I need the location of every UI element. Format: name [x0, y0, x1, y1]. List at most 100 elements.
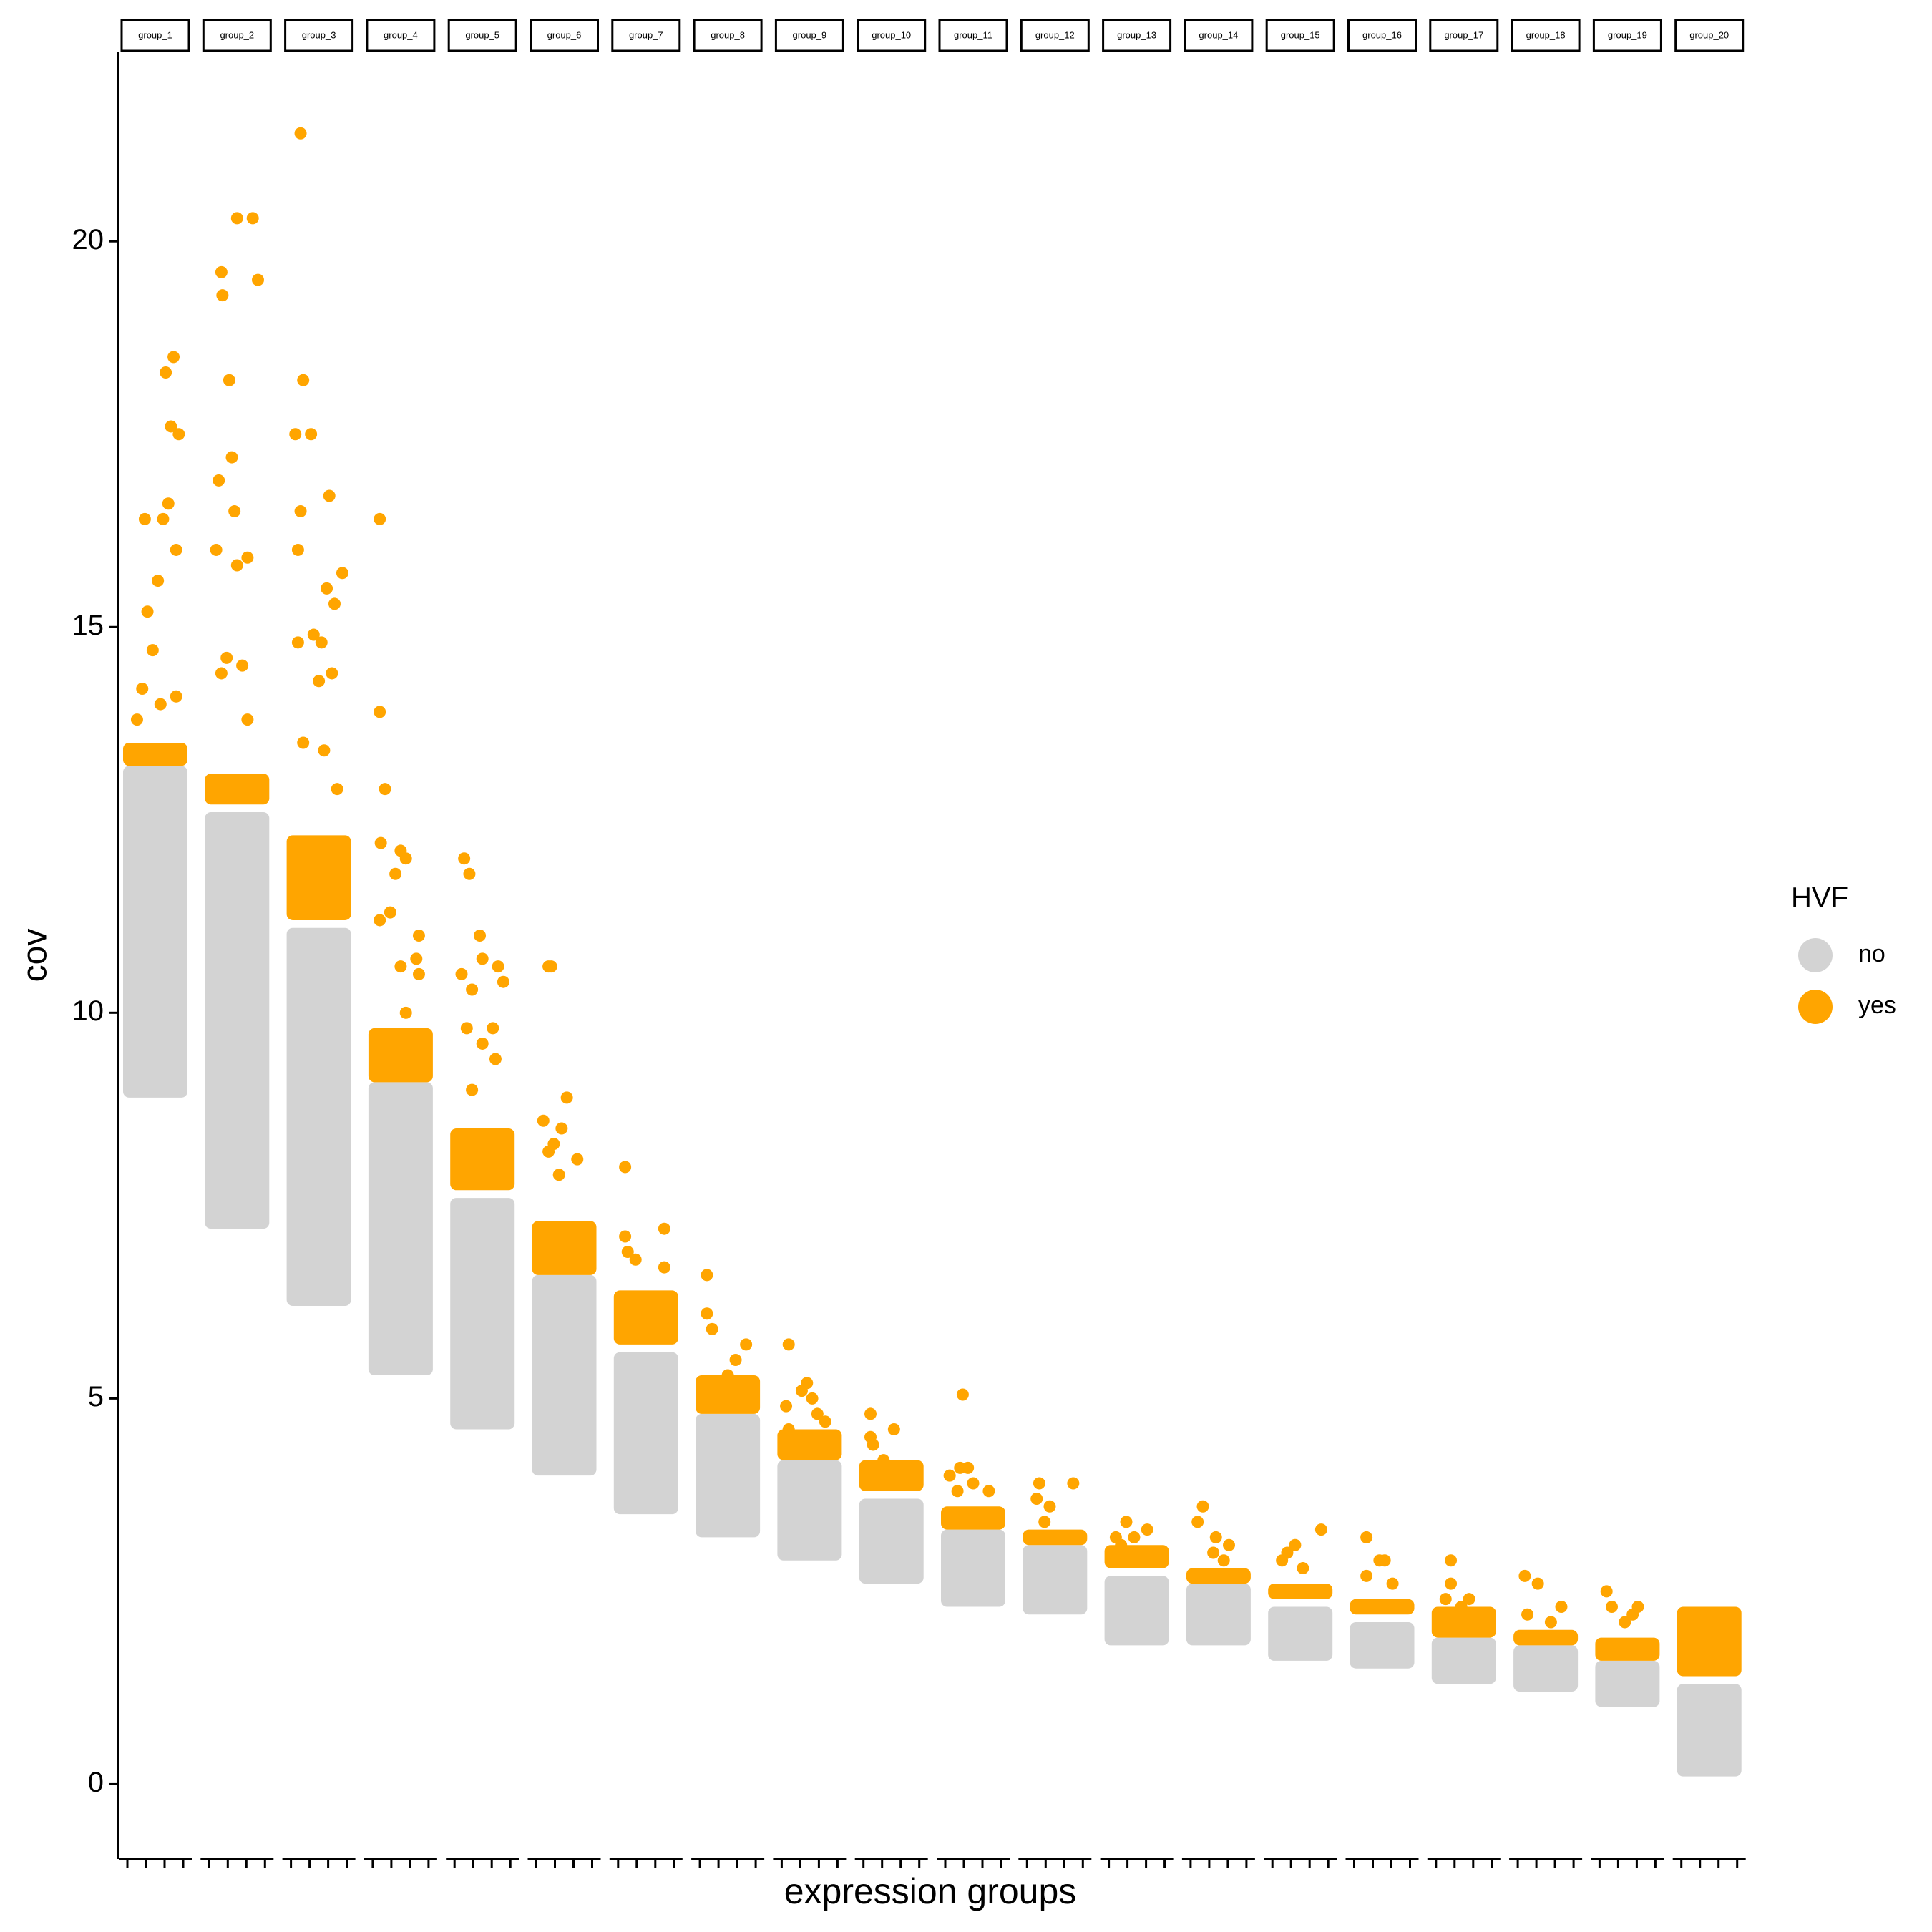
yes-point	[1679, 1608, 1692, 1621]
no-band	[1595, 1660, 1660, 1707]
yes-band	[123, 742, 187, 766]
yes-point	[458, 852, 471, 865]
strip-box	[1511, 19, 1581, 52]
y-tick-label: 10	[72, 995, 104, 1027]
no-band	[777, 1460, 842, 1561]
yes-point	[326, 667, 338, 680]
yes-point	[297, 736, 310, 749]
yes-band	[1186, 1568, 1251, 1584]
strip-box	[120, 19, 190, 52]
yes-point	[152, 575, 165, 587]
yes-point	[982, 1485, 995, 1498]
yes-point	[658, 1261, 670, 1274]
yes-band	[859, 1460, 924, 1491]
yes-point	[236, 659, 249, 672]
strip-box	[202, 19, 272, 52]
yes-point	[230, 559, 243, 572]
yes-point	[1209, 1531, 1222, 1543]
yes-point	[1191, 1516, 1204, 1528]
strip-label: group_2	[220, 29, 254, 40]
no-band	[1677, 1684, 1742, 1777]
yes-point	[170, 543, 182, 556]
legend-marker	[1798, 938, 1833, 972]
yes-point	[172, 428, 185, 441]
strip-box	[1347, 19, 1417, 52]
y-tick-label: 15	[72, 610, 104, 641]
yes-point	[660, 1307, 673, 1320]
yes-band	[1023, 1529, 1088, 1546]
yes-point	[1445, 1577, 1458, 1590]
yes-point	[130, 713, 143, 726]
yes-point	[410, 952, 423, 965]
yes-point	[1115, 1538, 1128, 1551]
yes-point	[305, 428, 318, 441]
strip-label: group_1	[138, 29, 172, 40]
yes-point	[782, 1423, 795, 1435]
no-band	[1023, 1545, 1088, 1615]
yes-point	[1141, 1523, 1153, 1536]
strip-label: group_6	[547, 29, 582, 40]
yes-point	[289, 428, 302, 441]
yes-point	[241, 713, 254, 726]
yes-point	[951, 1485, 964, 1498]
yes-point	[394, 960, 407, 973]
no-band	[859, 1498, 924, 1584]
yes-point	[1207, 1546, 1220, 1559]
yes-point	[956, 1388, 969, 1401]
yes-point	[466, 1083, 479, 1096]
y-tick-label: 0	[88, 1767, 104, 1798]
yes-point	[1276, 1554, 1289, 1567]
yes-point	[328, 597, 341, 610]
no-band	[941, 1529, 1005, 1607]
no-band	[123, 766, 187, 1098]
x-axis-title: expression groups	[784, 1871, 1077, 1911]
yes-point	[1223, 1538, 1235, 1551]
yes-point	[487, 1022, 499, 1035]
yes-band	[1677, 1606, 1742, 1677]
y-axis-title: cov	[16, 929, 54, 982]
yes-point	[701, 1269, 713, 1282]
yes-point	[1360, 1569, 1373, 1582]
strip-box	[774, 19, 844, 52]
strip-label: group_12	[1035, 29, 1075, 40]
yes-point	[706, 1322, 718, 1335]
yes-point	[619, 1230, 632, 1243]
yes-point	[141, 605, 154, 618]
yes-point	[621, 1246, 634, 1259]
yes-point	[1120, 1516, 1133, 1528]
yes-point	[318, 744, 331, 757]
yes-point	[476, 1037, 489, 1050]
yes-point	[315, 636, 328, 649]
yes-point	[1386, 1577, 1399, 1590]
yes-point	[1033, 1477, 1045, 1490]
yes-point	[492, 960, 504, 973]
yes-point	[555, 1122, 568, 1135]
yes-point	[962, 1461, 975, 1474]
yes-point	[1463, 1593, 1475, 1606]
yes-point	[1297, 1562, 1309, 1575]
yes-point	[157, 512, 170, 525]
yes-point	[213, 474, 225, 487]
yes-point	[489, 1053, 502, 1065]
yes-point	[379, 783, 391, 796]
legend-label: yes	[1858, 992, 1896, 1019]
yes-point	[336, 567, 348, 580]
yes-point	[374, 836, 387, 849]
yes-point	[1455, 1600, 1468, 1613]
yes-point	[294, 127, 307, 140]
yes-point	[412, 930, 425, 942]
strip-box	[447, 19, 517, 52]
yes-point	[658, 1222, 670, 1235]
strip-label: group_18	[1526, 29, 1566, 40]
yes-point	[160, 366, 172, 379]
yes-point	[389, 867, 402, 880]
yes-point	[228, 505, 241, 518]
strip-label: group_17	[1444, 29, 1483, 40]
yes-point	[374, 512, 386, 525]
yes-point	[215, 265, 228, 278]
yes-point	[1360, 1531, 1373, 1543]
yes-point	[252, 273, 264, 286]
strip-box	[1592, 19, 1662, 52]
strip-label: group_20	[1689, 29, 1729, 40]
